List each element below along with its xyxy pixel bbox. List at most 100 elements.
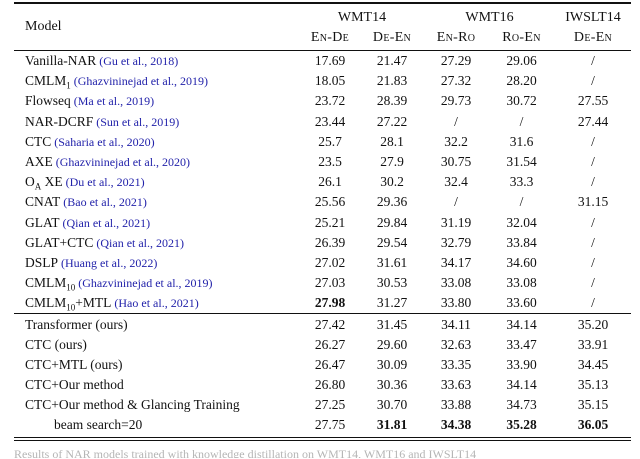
- model-cell: Transformer (ours): [14, 314, 300, 335]
- value-cell: 27.29: [440, 53, 472, 69]
- table-row: Transformer (ours) 27.42 31.45 34.11 34.14 35…: [14, 314, 631, 335]
- value-cell: 23.5: [318, 154, 342, 170]
- table-row: beam search=20 27.75 31.81 34.38 35.28 36.05: [14, 415, 631, 435]
- value-cell: /: [591, 53, 595, 69]
- value-cell: 26.1: [318, 174, 342, 190]
- value-cell: 33.35: [440, 356, 472, 372]
- value-cell: 30.72: [506, 93, 537, 109]
- value-cell: 35.13: [577, 377, 609, 393]
- citation-link[interactable]: (Hao et al., 2021): [111, 296, 199, 311]
- group-header-iwslt14: IWSLT14: [565, 10, 621, 25]
- group-header-wmt14: WMT14: [337, 10, 387, 25]
- value-cell: /: [519, 113, 524, 129]
- model-label: AXE: [25, 154, 53, 170]
- value-cell: 32.63: [440, 336, 472, 352]
- value-cell: 31.45: [376, 316, 408, 332]
- value-cell: 27.75: [314, 417, 346, 433]
- value-cell: /: [591, 133, 595, 149]
- group-header-wmt16: WMT16: [465, 10, 514, 25]
- value-cell: 33.84: [506, 234, 537, 250]
- value-cell: /: [591, 154, 595, 170]
- value-cell: 32.04: [506, 214, 537, 230]
- citation-link[interactable]: (Qian et al., 2021): [93, 235, 185, 250]
- results-table: Model WMT14 WMT16 IWSLT14 En-De De-En En…: [14, 2, 631, 436]
- value-cell: 30.2: [380, 174, 404, 190]
- value-cell: 21.47: [376, 53, 408, 69]
- value-cell: 32.4: [444, 174, 468, 190]
- model-cell: CTC (Saharia et al., 2020): [14, 132, 300, 152]
- value-cell: /: [454, 194, 458, 210]
- value-cell: /: [454, 113, 458, 129]
- value-cell: 27.55: [577, 93, 609, 109]
- citation-link[interactable]: (Qian et al., 2021): [59, 215, 151, 230]
- value-cell: 29.06: [506, 53, 537, 69]
- value-cell: 35.28: [506, 417, 537, 433]
- model-cell: Flowseq (Ma et al., 2019): [14, 91, 300, 111]
- value-cell: /: [591, 214, 595, 230]
- table-row: CTC (Saharia et al., 2020) 25.7 28.1 32.2 31…: [14, 132, 631, 152]
- model-cell: AXE (Ghazvininejad et al., 2020): [14, 152, 300, 172]
- model-label: Vanilla-NAR: [25, 53, 97, 69]
- citation-link[interactable]: (Gu et al., 2018): [96, 54, 179, 69]
- table-row: Vanilla-NAR (Gu et al., 2018) 17.69 21.47 2…: [14, 51, 631, 72]
- value-cell: 18.05: [314, 73, 346, 89]
- value-cell: 34.14: [506, 316, 537, 332]
- value-cell: 35.15: [577, 397, 609, 413]
- citation-link[interactable]: (Ghazvininejad et al., 2020): [52, 155, 191, 170]
- value-cell: 34.73: [506, 397, 537, 413]
- value-cell: 27.03: [314, 275, 346, 291]
- value-cell: 33.91: [577, 336, 609, 352]
- value-cell: 33.60: [506, 295, 537, 311]
- value-cell: /: [591, 275, 595, 291]
- citation-link[interactable]: (Saharia et al., 2020): [51, 134, 155, 149]
- value-cell: 25.56: [314, 194, 346, 210]
- table-row: CNAT (Bao et al., 2021) 25.56 29.36 / / 31.15: [14, 192, 631, 212]
- citation-link[interactable]: (Ma et al., 2019): [70, 94, 155, 109]
- value-cell: 27.02: [314, 254, 346, 270]
- value-cell: 31.27: [376, 295, 408, 311]
- value-cell: 27.9: [380, 154, 404, 170]
- value-cell: 26.47: [314, 356, 346, 372]
- model-cell: CMLM10 (Ghazvininejad et al., 2019): [14, 273, 300, 293]
- citation-link[interactable]: (Sun et al., 2019): [93, 114, 180, 129]
- model-label: OA XE: [25, 174, 63, 192]
- value-cell: 34.60: [506, 254, 537, 270]
- model-cell: GLAT+CTC (Qian et al., 2021): [14, 233, 300, 253]
- value-cell: 34.45: [577, 356, 609, 372]
- citation-link[interactable]: (Ghazvininejad et al., 2019): [70, 74, 209, 89]
- value-cell: 33.08: [440, 275, 472, 291]
- model-label: NAR-DCRF: [25, 113, 94, 129]
- model-label: GLAT: [25, 214, 60, 230]
- model-cell: CTC (ours): [14, 335, 300, 355]
- subheader-de-en: De-En: [372, 30, 412, 45]
- table-row: CTC+Our method 26.80 30.36 33.63 34.14 35.13: [14, 375, 631, 395]
- value-cell: 30.36: [376, 377, 408, 393]
- model-cell: CNAT (Bao et al., 2021): [14, 192, 300, 212]
- value-cell: 29.36: [376, 194, 408, 210]
- value-cell: 29.60: [376, 336, 408, 352]
- table-body-ours: Transformer (ours) 27.42 31.45 34.11 34.14 35…: [14, 313, 631, 436]
- value-cell: 29.54: [376, 234, 408, 250]
- value-cell: 27.32: [440, 73, 472, 89]
- value-cell: 33.08: [506, 275, 537, 291]
- model-label: CMLM10+MTL: [25, 295, 112, 314]
- value-cell: 28.20: [506, 73, 537, 89]
- model-cell: CTC+MTL (ours): [14, 355, 300, 375]
- citation-link[interactable]: (Huang et al., 2022): [58, 255, 158, 270]
- value-cell: 36.05: [577, 417, 609, 433]
- citation-link[interactable]: (Du et al., 2021): [62, 175, 145, 190]
- citation-link[interactable]: (Ghazvininejad et al., 2019): [75, 276, 213, 291]
- citation-link[interactable]: (Bao et al., 2021): [60, 195, 147, 210]
- value-cell: 30.09: [376, 356, 408, 372]
- value-cell: 35.20: [577, 316, 609, 332]
- value-cell: 23.72: [314, 93, 346, 109]
- table-row: CTC (ours) 26.27 29.60 32.63 33.47 33.91: [14, 335, 631, 355]
- model-label: CTC (ours): [25, 336, 87, 352]
- subheader-ro-en: Ro-En: [502, 30, 541, 45]
- model-cell: GLAT (Qian et al., 2021): [14, 213, 300, 233]
- value-cell: 30.75: [440, 154, 472, 170]
- value-cell: 27.98: [314, 295, 346, 311]
- table-body-baselines: Vanilla-NAR (Gu et al., 2018) 17.69 21.47 2…: [14, 51, 631, 314]
- value-cell: 29.73: [440, 93, 472, 109]
- model-label: CTC+Our method & Glancing Training: [25, 397, 240, 413]
